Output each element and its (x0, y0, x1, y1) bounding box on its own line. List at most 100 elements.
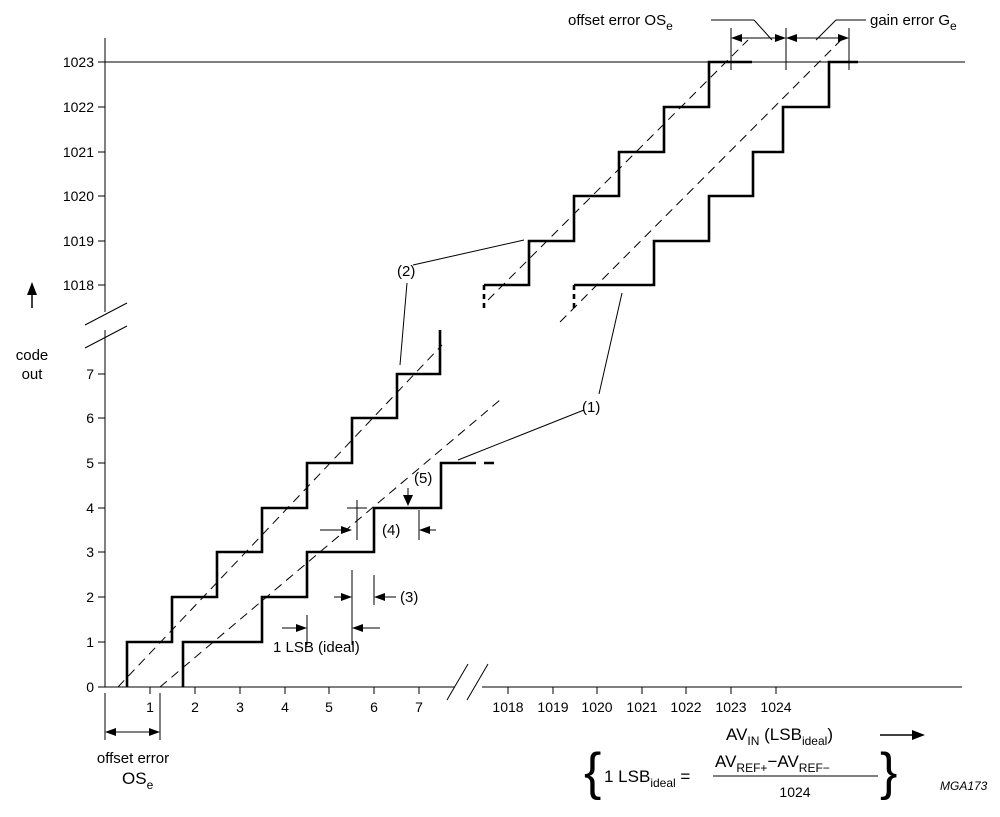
y-tick-label: 1020 (63, 188, 94, 204)
step-4-label: (4) (382, 522, 400, 539)
y-axis-break-mark-2 (84, 325, 128, 349)
gain-error-right-arrow-icon (838, 34, 849, 42)
offset-error-bottom-line1: offset error (97, 750, 169, 767)
x-axis-label-main: AV (726, 725, 748, 744)
svg-text:AVIN (LSBideal): AVIN (LSBideal) (726, 725, 833, 748)
svg-text:gain error Ge: gain error Ge (870, 12, 957, 33)
formula-equals: = (676, 767, 691, 786)
y-tick-labels: 0 1 2 3 4 5 6 7 1018 1019 1020 1021 1022… (63, 54, 94, 695)
offset-error-bottom-line2: OS (122, 769, 147, 788)
formula-left-brace: { (584, 743, 601, 801)
gain-error-left-arrow-icon (786, 34, 797, 42)
y-tick-label: 1023 (63, 54, 94, 70)
formula-num-b-sub: REF− (799, 761, 830, 775)
x-tick-label: 1020 (581, 699, 612, 715)
y-tick-label: 2 (86, 589, 94, 605)
top-error-annotations: offset error OSe gain error Ge (568, 12, 957, 70)
formula-lhs: 1 LSB (604, 767, 650, 786)
x-axis-label-close: ) (827, 725, 833, 744)
svg-text:OSe: OSe (122, 769, 154, 792)
y-tick-label: 3 (86, 544, 94, 560)
axes (84, 38, 965, 701)
gain-error-sub: e (950, 19, 957, 33)
y-ticks (98, 61, 105, 688)
callout-2-label: (2) (397, 263, 415, 280)
y-tick-label: 1019 (63, 233, 94, 249)
x-axis-label-rest-sub: ideal (802, 734, 827, 748)
one-lsb-left-arrow-icon (296, 624, 307, 632)
step-annotations: 1 LSB (ideal) (3) (4) (5) (273, 470, 436, 656)
staircase-2-lower (125, 330, 442, 687)
y-axis-up-arrow-icon (27, 282, 37, 295)
x-ticks (149, 687, 777, 694)
x-tick-label: 1018 (492, 699, 523, 715)
ideal-lines (117, 37, 844, 688)
lsb-formula: { 1 LSBideal = AVREF+−AVREF− 1024 } (584, 743, 897, 801)
y-tick-label: 7 (86, 366, 94, 382)
y-tick-label: 1022 (63, 99, 94, 115)
callout-1: (1) (457, 292, 623, 461)
x-axis-break-mark-2 (466, 663, 489, 701)
formula-right-brace: } (880, 743, 897, 801)
offset-error-bottom-right-arrow-icon (149, 728, 160, 736)
x-axis-break-mark-1 (446, 663, 469, 701)
bottom-offset-error: offset error OSe (97, 693, 169, 792)
y-axis-label-line1: code (16, 347, 49, 364)
gain-error-label: gain error G (870, 12, 950, 29)
formula-lhs-sub: ideal (650, 776, 675, 790)
x-tick-label: 1019 (537, 699, 568, 715)
y-axis-label-line2: out (22, 366, 44, 383)
y-tick-label: 1021 (63, 144, 94, 160)
svg-text:AVREF+−AVREF−: AVREF+−AVREF− (715, 752, 830, 775)
x-tick-label: 2 (191, 699, 199, 715)
y-axis-label: code out (16, 282, 49, 383)
y-tick-label: 1018 (63, 277, 94, 293)
svg-text:offset error OSe: offset error OSe (568, 12, 673, 33)
x-tick-label: 1022 (670, 699, 701, 715)
svg-text:1 LSBideal =: 1 LSBideal = (604, 767, 690, 790)
x-tick-label: 1 (146, 699, 154, 715)
offset-error-bottom-left-arrow-icon (105, 728, 116, 736)
formula-num-a: AV (715, 752, 737, 771)
x-tick-labels: 1 2 3 4 5 6 7 1018 1019 1020 1021 1022 1… (146, 699, 792, 715)
one-lsb-label: 1 LSB (ideal) (273, 639, 360, 656)
step-5-label: (5) (414, 470, 432, 487)
formula-minus: −AV (767, 752, 799, 771)
ideal-line-1-upper (559, 37, 844, 323)
y-tick-label: 0 (86, 679, 94, 695)
offset-error-top-label: offset error OS (568, 12, 666, 29)
staircase-1-lower (181, 461, 466, 687)
offset-error-top-right-arrow-icon (775, 34, 786, 42)
formula-num-a-sub: REF+ (736, 761, 767, 775)
y-tick-label: 1 (86, 634, 94, 650)
staircase-2-upper (484, 60, 752, 287)
one-lsb-right-arrow-icon (352, 624, 363, 632)
x-axis-label: AVIN (LSBideal) (726, 725, 925, 748)
offset-error-top-left-arrow-icon (731, 34, 742, 42)
x-axis-label-sub: IN (747, 734, 759, 748)
x-tick-label: 1023 (715, 699, 746, 715)
offset-error-top-sub: e (666, 19, 673, 33)
y-axis-break-mark-1 (84, 302, 128, 326)
offset-error-bottom-sub: e (147, 778, 154, 792)
step-3-label: (3) (400, 589, 418, 606)
y-tick-label: 4 (86, 500, 94, 516)
x-tick-label: 1024 (760, 699, 791, 715)
formula-denominator: 1024 (779, 784, 810, 800)
y-tick-label: 5 (86, 455, 94, 471)
ideal-line-2 (117, 344, 443, 688)
x-axis-right-arrow-icon (912, 730, 925, 740)
x-tick-label: 5 (325, 699, 333, 715)
staircase-1-upper (574, 60, 858, 287)
x-tick-label: 4 (281, 699, 289, 715)
callout-1-label-upper: (1) (582, 399, 600, 416)
callout-2: (2) (397, 239, 525, 366)
x-tick-label: 7 (415, 699, 423, 715)
y-tick-label: 6 (86, 410, 94, 426)
x-axis-label-rest: (LSB (759, 725, 802, 744)
x-tick-label: 6 (370, 699, 378, 715)
x-tick-label: 1021 (626, 699, 657, 715)
x-tick-label: 3 (236, 699, 244, 715)
figure-id: MGA173 (940, 779, 988, 793)
